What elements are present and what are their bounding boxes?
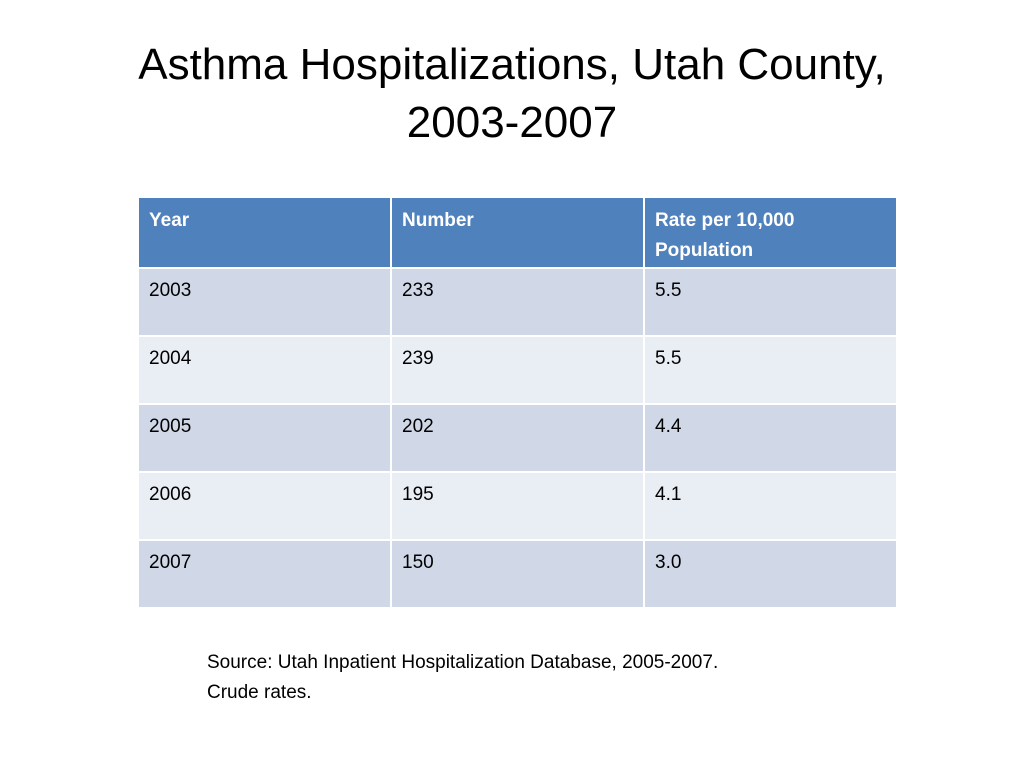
cell-number: 202 xyxy=(390,403,645,473)
table-row: 2006 195 4.1 xyxy=(137,471,898,541)
header-rate-line-1: Rate per 10,000 xyxy=(655,210,795,231)
cell-number: 233 xyxy=(390,267,645,337)
cell-number: 195 xyxy=(390,471,645,541)
header-year: Year xyxy=(137,196,392,269)
cell-number: 239 xyxy=(390,335,645,405)
header-rate-line-2: Population xyxy=(655,240,754,261)
cell-rate: 3.0 xyxy=(643,539,898,609)
table-header: Year Number Rate per 10,000 Population xyxy=(137,196,898,269)
source-line-2: Crude rates. xyxy=(207,682,312,703)
source-note: Source: Utah Inpatient Hospitalization D… xyxy=(207,648,907,708)
table-row: 2005 202 4.4 xyxy=(137,403,898,473)
cell-number: 150 xyxy=(390,539,645,609)
source-line-1: Source: Utah Inpatient Hospitalization D… xyxy=(207,652,719,673)
header-number: Number xyxy=(390,196,645,269)
hospitalization-table: Year Number Rate per 10,000 Population 2… xyxy=(137,196,898,609)
table-row: 2003 233 5.5 xyxy=(137,267,898,337)
cell-year: 2006 xyxy=(137,471,392,541)
cell-year: 2003 xyxy=(137,267,392,337)
cell-rate: 5.5 xyxy=(643,335,898,405)
cell-rate: 4.4 xyxy=(643,403,898,473)
table-row: 2004 239 5.5 xyxy=(137,335,898,405)
slide-title: Asthma Hospitalizations, Utah County, 20… xyxy=(40,36,984,152)
header-rate: Rate per 10,000 Population xyxy=(643,196,898,269)
cell-year: 2005 xyxy=(137,403,392,473)
cell-rate: 5.5 xyxy=(643,267,898,337)
title-line-2: 2003-2007 xyxy=(406,98,618,147)
header-row: Year Number Rate per 10,000 Population xyxy=(137,196,898,269)
table-body: 2003 233 5.5 2004 239 5.5 2005 202 4.4 2… xyxy=(137,267,898,609)
cell-year: 2004 xyxy=(137,335,392,405)
table-row: 2007 150 3.0 xyxy=(137,539,898,609)
title-line-1: Asthma Hospitalizations, Utah County, xyxy=(138,40,886,89)
cell-year: 2007 xyxy=(137,539,392,609)
cell-rate: 4.1 xyxy=(643,471,898,541)
